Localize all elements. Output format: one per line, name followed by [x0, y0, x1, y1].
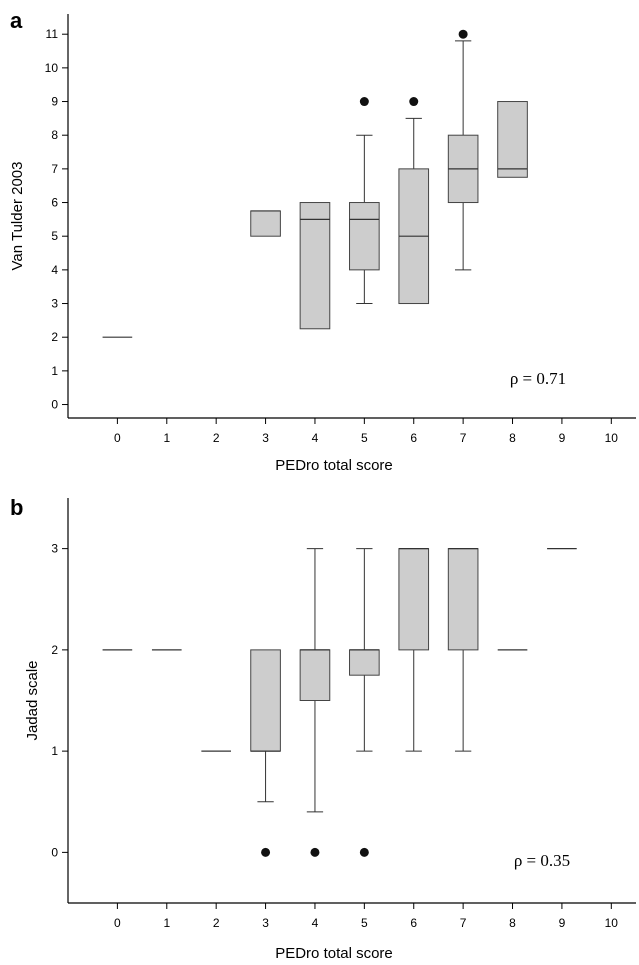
correlation-annotation: ρ = 0.71: [510, 369, 566, 388]
outlier-point: [359, 847, 369, 857]
x-tick-label: 6: [410, 916, 417, 930]
outlier-point: [409, 97, 419, 107]
x-tick-label: 0: [114, 916, 121, 930]
correlation-annotation: ρ = 0.35: [514, 851, 570, 870]
x-tick-label: 9: [559, 916, 566, 930]
x-tick-label: 9: [559, 431, 566, 445]
y-tick-label: 1: [51, 744, 58, 758]
x-tick-label: 1: [163, 431, 170, 445]
x-tick-label: 0: [114, 431, 121, 445]
box: [349, 649, 380, 676]
x-tick-label: 3: [262, 916, 269, 930]
x-tick-label: 7: [460, 916, 467, 930]
x-tick-label: 7: [460, 431, 467, 445]
outlier-point: [261, 847, 271, 857]
y-axis-title: Van Tulder 2003: [9, 162, 26, 271]
x-tick-label: 1: [163, 916, 170, 930]
y-tick-label: 10: [45, 61, 59, 75]
outlier-point: [458, 29, 468, 39]
y-tick-label: 7: [51, 162, 58, 176]
x-tick-label: 2: [213, 916, 220, 930]
y-tick-label: 1: [51, 364, 58, 378]
x-tick-label: 8: [509, 431, 516, 445]
x-tick-label: 5: [361, 431, 368, 445]
y-tick-label: 2: [51, 643, 58, 657]
box: [497, 101, 528, 178]
x-axis-title: PEDro total score: [275, 945, 393, 962]
y-tick-label: 11: [46, 27, 59, 41]
x-tick-label: 3: [262, 431, 269, 445]
y-tick-label: 3: [51, 542, 58, 556]
box: [299, 202, 331, 330]
panel-label: b: [10, 495, 23, 520]
box: [349, 202, 380, 271]
box: [250, 210, 281, 237]
y-tick-label: 5: [51, 229, 58, 243]
outlier-point: [310, 847, 320, 857]
x-tick-label: 8: [509, 916, 516, 930]
y-tick-label: 9: [51, 95, 58, 109]
box: [447, 548, 479, 651]
y-tick-label: 0: [51, 845, 58, 859]
x-tick-label: 10: [605, 431, 619, 445]
y-tick-label: 8: [51, 128, 58, 142]
y-axis-title: Jadad scale: [24, 660, 41, 740]
y-tick-label: 2: [51, 330, 58, 344]
box: [299, 649, 331, 701]
y-tick-label: 6: [51, 196, 58, 210]
box: [250, 649, 281, 752]
y-tick-label: 3: [51, 297, 58, 311]
outlier-point: [359, 97, 369, 107]
x-axis-title: PEDro total score: [275, 457, 393, 474]
box: [398, 548, 430, 651]
x-tick-label: 2: [213, 431, 220, 445]
y-tick-label: 4: [51, 263, 58, 277]
x-tick-label: 10: [605, 916, 619, 930]
x-tick-label: 6: [410, 431, 417, 445]
panel-label: a: [10, 8, 23, 33]
y-tick-label: 0: [51, 398, 58, 412]
x-tick-label: 4: [312, 431, 319, 445]
x-tick-label: 5: [361, 916, 368, 930]
x-tick-label: 4: [312, 916, 319, 930]
